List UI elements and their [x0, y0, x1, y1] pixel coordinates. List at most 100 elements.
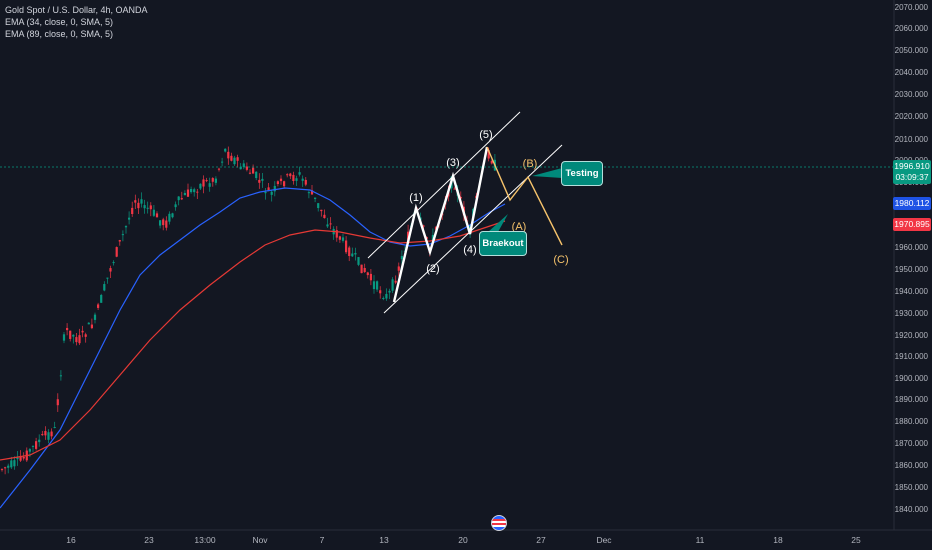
candle-body: [236, 157, 239, 161]
candle-body: [124, 226, 128, 228]
candle-body: [44, 430, 47, 436]
price-axis-label: 2060.000: [895, 24, 929, 33]
wave-label-3: (3): [446, 157, 459, 169]
candle-body: [155, 213, 159, 218]
candle-body: [103, 284, 106, 291]
candle-body: [38, 439, 41, 443]
candle-body: [431, 234, 434, 241]
candle-body: [162, 219, 165, 226]
candle-body: [372, 281, 376, 290]
bar-countdown: 03:09:37: [895, 172, 929, 182]
candle-body: [146, 207, 149, 209]
time-axis-label: 13: [379, 535, 389, 545]
price-axis-label: 2050.000: [895, 46, 929, 55]
candle-body: [13, 460, 16, 467]
candle-body: [190, 189, 193, 193]
candle-body: [75, 337, 78, 343]
candle-body: [279, 178, 283, 182]
testing-callout[interactable]: Testing: [561, 161, 603, 186]
price-axis-label: 2040.000: [895, 68, 929, 77]
candle-body: [152, 209, 155, 216]
candle-body: [131, 207, 134, 215]
candle-body: [159, 220, 162, 226]
candle-body: [239, 166, 242, 170]
ema-34-label[interactable]: EMA (34, close, 0, SMA, 5): [5, 17, 114, 27]
price-axis-label: 1930.000: [895, 309, 929, 318]
time-axis-label: 16: [66, 535, 76, 545]
price-axis-label: 2020.000: [895, 112, 929, 121]
candle-body: [143, 205, 146, 209]
breakout-callout[interactable]: Braekout: [479, 231, 527, 256]
wave-label-1: (1): [409, 192, 422, 204]
candle-body: [286, 174, 289, 176]
price-axis-label: 1900.000: [895, 374, 929, 383]
candle-body: [35, 441, 38, 449]
candle-body: [202, 179, 205, 187]
price-axis-label: 1940.000: [895, 287, 929, 296]
time-axis-label: 11: [696, 535, 705, 545]
candle-body: [121, 234, 124, 236]
candle-body: [338, 236, 341, 240]
candle-body: [261, 178, 264, 181]
candle-body: [118, 240, 121, 242]
price-axis-label: 2070.000: [895, 3, 929, 12]
candle-body: [397, 266, 400, 271]
symbol-title[interactable]: Gold Spot / U.S. Dollar, 4h, OANDA: [5, 5, 148, 15]
price-axis-label: 1960.000: [895, 243, 929, 252]
candle-body: [394, 280, 397, 283]
ema-89-label[interactable]: EMA (89, close, 0, SMA, 5): [5, 29, 114, 39]
candle-body: [84, 334, 87, 337]
candle-body: [270, 191, 273, 195]
time-axis-label: 25: [851, 535, 861, 545]
candle-body: [69, 330, 72, 339]
candle-body: [180, 198, 183, 200]
candle-body: [211, 178, 214, 182]
candle-body: [245, 166, 248, 170]
wave-label-2: (2): [426, 263, 439, 275]
candle-body: [292, 174, 295, 182]
abc-wave-path[interactable]: [486, 146, 563, 246]
time-axis-label: 7: [320, 535, 325, 545]
ema-89-line: [0, 220, 506, 461]
us-flag-icon[interactable]: [491, 515, 507, 531]
candle-body: [363, 267, 366, 273]
candle-body: [97, 304, 100, 308]
candle-body: [459, 197, 462, 199]
candle-body: [298, 172, 301, 175]
price-axis-label: 1920.000: [895, 331, 929, 340]
candle-body: [487, 149, 490, 159]
candle-body: [66, 327, 69, 331]
candle-body: [357, 257, 360, 265]
candle-body: [227, 151, 230, 159]
candle-body: [301, 178, 304, 181]
candle-body: [233, 157, 236, 165]
candle-body: [379, 290, 382, 294]
wave-label-4: (4): [463, 244, 476, 256]
candle-body: [100, 294, 103, 303]
impulse-wave-path[interactable]: [392, 146, 489, 303]
price-axis-label: 1950.000: [895, 265, 929, 274]
candle-body: [422, 225, 425, 227]
price-axis[interactable]: 2070.000 2060.000 2050.000 2040.000 2030.000…: [895, 3, 929, 514]
candle-body: [81, 330, 84, 333]
candle-body: [4, 467, 7, 469]
candle-body: [168, 213, 171, 222]
candle-body: [382, 298, 385, 300]
channel-lines[interactable]: [367, 111, 563, 314]
candle-body: [273, 185, 276, 192]
candle-body: [128, 217, 131, 220]
candle-body: [310, 190, 314, 195]
candle-body: [53, 427, 56, 429]
price-axis-label: 1840.000: [895, 505, 929, 514]
candle-body: [385, 293, 388, 299]
candle-body: [78, 335, 81, 344]
time-axis-label: 18: [773, 535, 783, 545]
candle-body: [345, 240, 348, 253]
candle-body: [221, 161, 224, 163]
candle-body: [369, 273, 372, 281]
candle-body: [0, 469, 4, 471]
time-axis[interactable]: 16 23 13:00 Nov 7 13 20 27 Dec 11 18 25: [66, 535, 861, 545]
candle-body: [317, 203, 320, 209]
candle-body: [264, 192, 267, 194]
